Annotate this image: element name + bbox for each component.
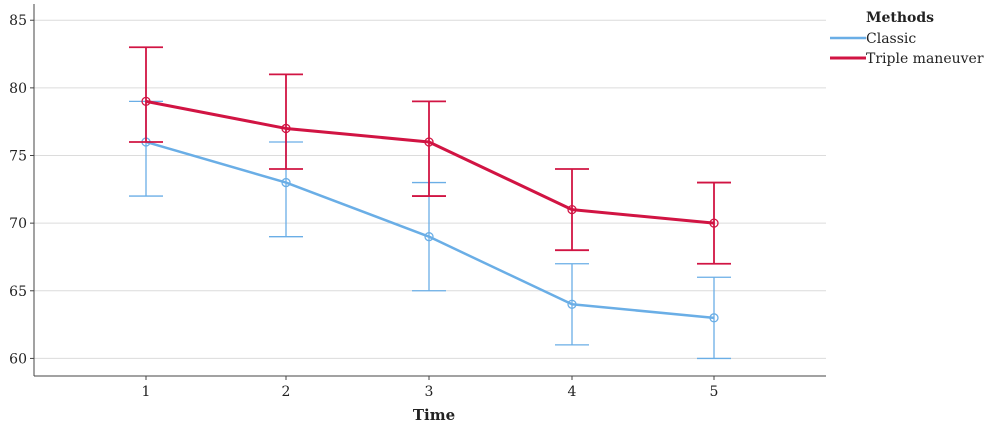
y-tick-label-70: 70	[9, 216, 27, 232]
point-triple-maneuver-2	[281, 123, 291, 134]
y-tick-label-60: 60	[9, 351, 27, 367]
point-classic-5	[709, 313, 719, 323]
x-tick-label-2: 2	[282, 384, 291, 400]
point-triple-maneuver-3	[424, 137, 434, 147]
legend-title: Methods	[866, 10, 934, 26]
error-bar-triple-maneuver-3	[412, 100, 446, 197]
point-classic-3	[424, 232, 434, 242]
legend-label-classic: Classic	[866, 31, 916, 47]
series-line-triple-maneuver	[145, 99, 715, 225]
y-tick-label-65: 65	[9, 284, 27, 300]
point-classic-4	[567, 299, 577, 309]
series-line-classic	[145, 140, 715, 320]
point-triple-maneuver-4	[567, 204, 577, 215]
error-bar-triple-maneuver-1	[129, 46, 163, 143]
point-triple-maneuver-1	[141, 96, 151, 107]
series-triple-maneuver	[129, 46, 731, 265]
axes: 60 65 70 75 80 85 1 2 3 4 5	[9, 4, 826, 400]
y-tick-label-80: 80	[9, 81, 27, 97]
x-tick-label-4: 4	[568, 384, 577, 400]
x-axis-title: Time	[413, 406, 455, 424]
y-tick-label-75: 75	[9, 149, 27, 165]
series-classic	[129, 100, 731, 360]
error-bar-triple-maneuver-2	[269, 73, 303, 170]
point-classic-2	[281, 177, 291, 188]
x-tick-label-3: 3	[425, 384, 434, 400]
legend: Methods Classic Triple maneuver	[830, 10, 984, 67]
point-triple-maneuver-5	[709, 218, 719, 228]
x-tick-label-5: 5	[710, 384, 719, 400]
x-tick-label-1: 1	[142, 384, 151, 400]
gridlines	[34, 19, 826, 359]
y-tick-label-85: 85	[9, 13, 27, 29]
legend-label-triple-maneuver: Triple maneuver	[866, 51, 984, 67]
series-layer	[129, 46, 731, 360]
